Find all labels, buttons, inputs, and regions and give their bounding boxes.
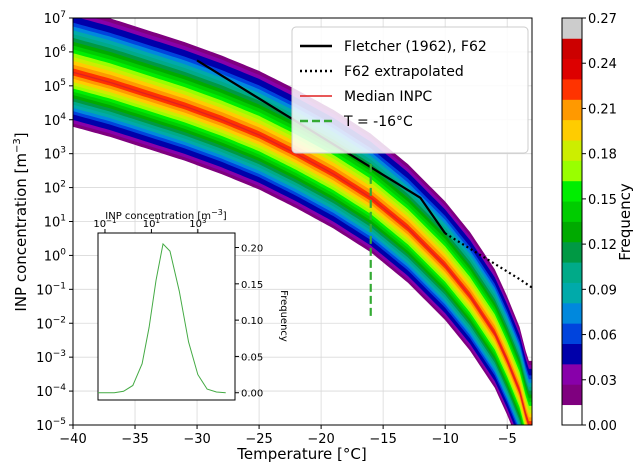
inset-axes: 10−1 101 103 0.00 0.05 0.10 0.15 0.20 <box>93 217 263 400</box>
x-tick-label: −40 <box>59 432 86 447</box>
colorbar-tick-label: 0.21 <box>588 102 617 117</box>
y-axis-label: INP concentration [m−3] <box>12 132 30 311</box>
x-axis-label: Temperature [°C] <box>236 445 366 463</box>
frequency-bands <box>73 18 532 425</box>
inset-y-tick-label: 0.05 <box>241 352 263 363</box>
x-tick-label: −35 <box>121 432 148 447</box>
colorbar-segment <box>562 201 582 222</box>
y-tick-label: 10−2 <box>36 315 66 332</box>
inset-top-xlabel: INP concentration [m−3] <box>105 208 227 222</box>
colorbar-segment <box>562 262 582 283</box>
inset-frequency-line <box>98 242 226 394</box>
y-tick-label: 101 <box>44 214 66 231</box>
inset-x-tick-label: 103 <box>189 217 206 230</box>
colorbar-segment <box>562 38 582 60</box>
colorbar-segment <box>562 119 582 141</box>
colorbar-segment <box>562 18 582 39</box>
colorbar-segment <box>562 404 582 426</box>
colorbar-tick-label: 0.06 <box>588 329 617 344</box>
y-tick-label: 104 <box>44 112 67 129</box>
x-tick-label: −20 <box>307 432 334 447</box>
y-tick-label: 10−5 <box>36 417 66 434</box>
legend-box <box>291 26 529 154</box>
colorbar-segment <box>562 160 582 182</box>
y-tick-label: 100 <box>44 247 67 264</box>
colorbar-segment <box>562 323 582 344</box>
colorbar-segment <box>562 363 582 385</box>
colorbar-segment <box>562 221 582 243</box>
y-axis: 10−5 10−4 10−3 10−2 10−1 100 101 102 103 104 105 10… <box>36 10 73 434</box>
colorbar-segment <box>562 58 582 80</box>
colorbar-tick-label: 0.09 <box>588 283 617 298</box>
colorbar-tick-label: 0.15 <box>588 193 617 208</box>
y-tick-label: 10−3 <box>36 349 66 366</box>
colorbar-segment <box>562 180 582 202</box>
y-tick-label: 10−4 <box>36 383 66 400</box>
colorbar: 0.00 0.03 0.06 0.09 0.12 0.15 0.18 0.21 0.24 0.27 <box>561 12 617 434</box>
inset-background <box>97 232 236 401</box>
y-tick-label: 106 <box>44 44 67 61</box>
y-tick-label: 107 <box>44 10 66 27</box>
colorbar-tick-label: 0.12 <box>588 238 617 253</box>
inset: 10−1 101 103 0.00 0.05 0.10 0.15 0.20 INP conce… <box>93 208 289 401</box>
legend-label-extrapolated: F62 extrapolated <box>344 64 464 80</box>
legend-label-median: Median INPC <box>344 89 432 105</box>
x-tick-label: −15 <box>369 432 396 447</box>
y-tick-label: 10−1 <box>36 281 66 298</box>
colorbar-frame <box>561 17 583 426</box>
colorbar-tick-label: 0.27 <box>588 12 617 27</box>
inset-y-tick-label: 0.15 <box>241 280 263 291</box>
legend-label-t16: T = -16°C <box>343 114 413 130</box>
x-tick-label: −30 <box>183 432 210 447</box>
inset-y-tick-label: 0.10 <box>241 316 263 327</box>
inset-x-tick-label: 10−1 <box>93 217 116 230</box>
x-tick-label: −10 <box>431 432 458 447</box>
inset-y-tick-label: 0.20 <box>241 244 263 255</box>
inset-x-tick-label: 101 <box>143 217 160 230</box>
frequency-band <box>73 37 532 425</box>
colorbar-segment <box>562 343 582 365</box>
colorbar-segment <box>562 99 582 121</box>
inset-y-label: Frequency <box>278 290 289 342</box>
x-tick-label: −5 <box>498 432 517 447</box>
colorbar-segment <box>562 302 582 324</box>
colorbar-tick-label: 0.03 <box>588 374 617 389</box>
colorbar-segment <box>562 282 582 304</box>
x-axis: −40 −35 −30 −25 −20 −15 −10 −5 <box>59 425 517 447</box>
y-tick-label: 105 <box>44 78 66 95</box>
colorbar-segment <box>562 384 582 406</box>
y-tick-label: 102 <box>44 180 66 197</box>
colorbar-tick-label: 0.24 <box>588 57 617 72</box>
x-tick-label: −25 <box>245 432 272 447</box>
legend-label-fletcher: Fletcher (1962), F62 <box>344 39 487 55</box>
colorbar-segment <box>562 140 582 161</box>
colorbar-segment <box>562 79 582 100</box>
median-inpc-line <box>73 71 532 425</box>
legend: Fletcher (1962), F62 F62 extrapolated Me… <box>291 26 529 154</box>
colorbar-segment <box>562 241 582 263</box>
y-tick-label: 103 <box>44 146 66 163</box>
colorbar-label: Frequency <box>616 183 634 261</box>
colorbar-tick-label: 0.18 <box>588 148 617 163</box>
inset-y-tick-label: 0.00 <box>241 389 263 400</box>
colorbar-tick-label: 0.00 <box>588 419 617 434</box>
